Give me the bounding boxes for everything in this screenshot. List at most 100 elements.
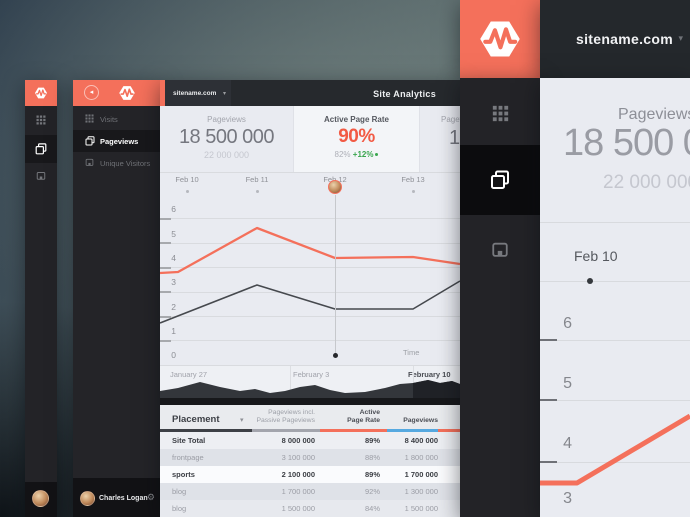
stat-subrow: 82% +12% <box>294 150 419 159</box>
date-dot <box>185 189 189 193</box>
display-icon[interactable] <box>491 241 509 259</box>
sidebar-item-unique-visitors[interactable]: Unique Visitors <box>73 152 160 174</box>
date-dot <box>255 189 259 193</box>
header-line: Pageviews incl. <box>268 409 315 416</box>
chevron-down-icon: ▾ <box>222 91 226 97</box>
y-axis-tick: 4 <box>171 253 176 263</box>
timeline-label[interactable]: January 27 <box>170 370 208 379</box>
y-axis-tick: 2 <box>171 301 176 312</box>
stat-card-active-page-rate[interactable]: Active Page Rate 90% 82% +12% <box>293 106 420 172</box>
x-axis-label: Feb 11 <box>245 175 269 184</box>
stat-delta: +12% <box>352 150 374 159</box>
cell-incl: 1 700 000 <box>281 486 315 496</box>
table-row[interactable]: blog 1 700 000 92% 1 300 000 <box>160 482 460 500</box>
marker-avatar[interactable] <box>328 180 342 194</box>
domain-header: sitename.com ▾ <box>540 0 690 78</box>
sparkline-area <box>160 380 460 399</box>
chevron-down-icon[interactable]: ▾ <box>678 33 683 43</box>
axis-tick-mark <box>160 217 171 220</box>
cell-rate: 89% <box>364 435 380 445</box>
back-button[interactable]: ◂ <box>84 85 99 100</box>
table-row[interactable]: blog 1 500 000 84% 1 500 000 <box>160 499 460 517</box>
pages-icon[interactable] <box>490 170 510 190</box>
gear-icon[interactable]: ⚙ <box>146 492 155 502</box>
app-logo-block[interactable] <box>460 0 540 78</box>
site-selector[interactable]: sitename.com ▾ <box>165 80 231 106</box>
table-header: Placement ▾ Pageviews incl. Passive Pagev… <box>160 405 460 429</box>
sidebar-item-pageviews[interactable]: Pageviews <box>73 130 160 152</box>
timeline-sparkline <box>160 380 460 399</box>
rail-footer <box>25 482 57 517</box>
stat-card-clipped[interactable]: Pageviews 1 <box>420 106 460 172</box>
header-line: Pageviews <box>403 417 438 424</box>
grid-icon <box>85 114 94 123</box>
table-row[interactable]: sports 2 100 000 89% 1 700 000 <box>160 465 460 483</box>
table-row[interactable]: Site Total 8 000 000 89% 8 400 000 <box>160 431 460 449</box>
timeline-label[interactable]: February 3 <box>293 370 330 379</box>
chart-series-svg <box>160 226 460 324</box>
zoom-rail <box>460 78 540 517</box>
cell-incl: 2 100 000 <box>281 469 315 479</box>
secondary-series-line <box>160 280 460 324</box>
gridline <box>160 316 460 317</box>
column-header-incl-pageviews[interactable]: Pageviews incl. Passive Pageviews <box>220 409 315 425</box>
marker-line <box>334 195 336 354</box>
gridline <box>160 267 460 268</box>
divider <box>540 281 690 282</box>
y-axis-tick: 3 <box>563 490 572 507</box>
domain-selector[interactable]: sitename.com <box>576 31 673 47</box>
axis-tick-mark <box>160 266 171 269</box>
marker-end-dot <box>332 353 338 358</box>
panel-divider-strip <box>160 398 460 405</box>
sidebar-item-visits[interactable]: Visits <box>73 108 160 130</box>
sort-caret-icon[interactable]: ▾ <box>240 417 244 424</box>
cell-pageviews: 1 300 000 <box>404 486 438 496</box>
column-header-pageviews[interactable]: Pageviews <box>380 417 438 425</box>
stat-label: Pageviews <box>618 106 690 123</box>
display-icon[interactable] <box>36 171 46 181</box>
pages-icon[interactable] <box>35 143 47 155</box>
column-header-active-rate[interactable]: Active Page Rate <box>320 409 380 425</box>
cell-pageviews: 1 500 000 <box>404 503 438 513</box>
nav-header: ◂ <box>73 80 160 106</box>
time-axis-label: Time <box>403 348 420 357</box>
y-axis-tick: 0 <box>171 350 176 360</box>
accent-sliver <box>160 80 165 106</box>
stat-value: 18 500 000 <box>178 126 275 148</box>
y-axis-tick: 5 <box>563 375 572 392</box>
axis-tick-mark <box>160 242 171 244</box>
cell-rate: 88% <box>364 452 380 462</box>
user-name: Charles Logan <box>99 495 148 502</box>
y-axis-tick: 1 <box>171 326 176 336</box>
pages-icon <box>85 136 95 146</box>
stat-label: Pageviews <box>207 115 246 124</box>
sidebar-item-label: Unique Visitors <box>100 159 151 168</box>
rail-logo-header[interactable] <box>25 80 57 106</box>
avatar[interactable] <box>80 491 95 506</box>
timeline-scrubber[interactable]: January 27 February 3 February 10 <box>160 365 460 399</box>
header-line: Page Rate <box>347 417 380 425</box>
y-axis-tick: 3 <box>171 277 176 287</box>
pulse-logo-icon <box>477 16 523 62</box>
date-dot <box>587 278 593 284</box>
cell-incl: 3 100 000 <box>281 452 315 462</box>
gridline <box>160 340 460 341</box>
y-axis-tick: 5 <box>171 228 176 239</box>
cell-rate: 92% <box>364 486 380 496</box>
nav-sidebar: ◂ Visits Pageviews Unique Visitors Charl… <box>73 80 160 517</box>
sidebar-item-label: Visits <box>100 115 118 124</box>
column-header-placement[interactable]: Placement <box>172 414 220 425</box>
table-row[interactable]: frontpage 3 100 000 88% 1 800 000 <box>160 448 460 466</box>
axis-tick-mark <box>160 315 171 318</box>
cell-placement: blog <box>172 503 187 513</box>
grid-icon[interactable] <box>36 115 46 125</box>
stat-card-pageviews[interactable]: Pageviews 18 500 000 22 000 000 <box>160 106 293 172</box>
cell-pageviews: 1 800 000 <box>404 452 438 462</box>
avatar[interactable] <box>32 490 49 507</box>
y-axis-tick: 6 <box>563 315 572 332</box>
timeline-label-selected[interactable]: February 10 <box>408 370 451 379</box>
grid-icon[interactable] <box>492 105 509 122</box>
site-selector-label: sitename.com <box>173 90 217 97</box>
stat-prev: 82% <box>334 150 351 159</box>
placement-table: Placement ▾ Pageviews incl. Passive Pagev… <box>160 405 460 517</box>
